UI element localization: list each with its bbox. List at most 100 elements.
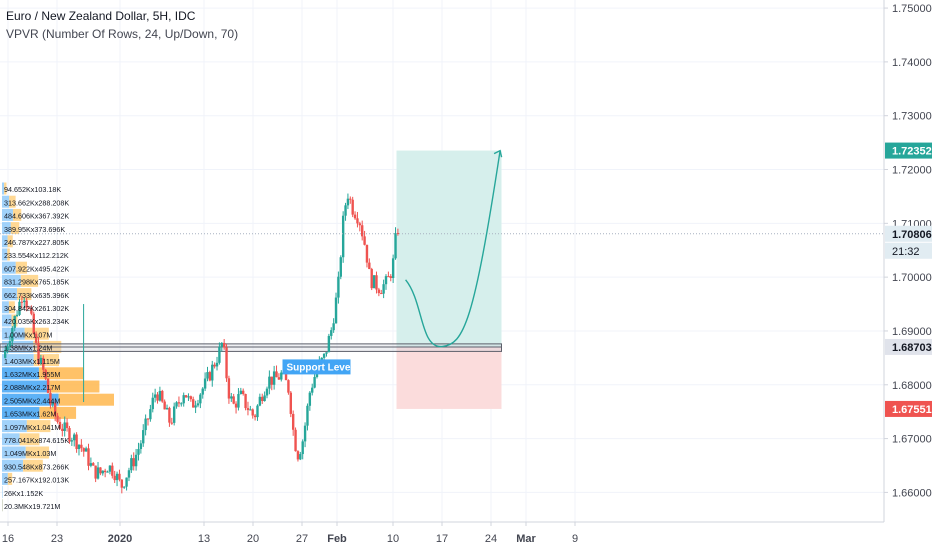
- candle-body: [275, 371, 277, 377]
- candle-body: [121, 480, 123, 488]
- candle-body: [211, 365, 213, 381]
- candle-body: [197, 403, 199, 405]
- candle-body: [347, 199, 349, 206]
- candle-body: [99, 467, 101, 473]
- candle-body: [21, 302, 23, 303]
- time-tick-label: Mar: [516, 533, 536, 545]
- candle-body: [325, 352, 327, 354]
- candle-body: [83, 448, 85, 451]
- price-label-last: 1.70806: [892, 229, 932, 241]
- support-level-label-group: Support Level: [283, 359, 354, 374]
- candle-body: [61, 429, 63, 431]
- candle-body: [180, 403, 182, 404]
- candle-body: [375, 275, 377, 289]
- candle-body: [280, 373, 282, 380]
- support-level-box[interactable]: [0, 344, 502, 352]
- volume-profile-label: 1.403MKx1.115M: [4, 357, 60, 366]
- time-tick-label: 24: [485, 533, 497, 545]
- candle-body: [140, 443, 142, 449]
- candle-body: [113, 476, 115, 480]
- candle-body: [302, 441, 304, 454]
- price-tick-label: 1.68000: [892, 380, 932, 392]
- price-label-countdown: 21:32: [892, 246, 920, 258]
- price-tick-label: 1.69000: [892, 326, 932, 338]
- time-tick-label: 17: [436, 533, 448, 545]
- candle-body: [380, 293, 382, 294]
- candle-body: [259, 397, 261, 406]
- price-label-target: 1.72352: [892, 146, 932, 158]
- volume-profile-label: 233.554Kx112.212K: [4, 251, 69, 260]
- price-tick-label: 1.74000: [892, 57, 932, 69]
- candle-body: [309, 393, 311, 406]
- candle-body: [130, 458, 132, 470]
- candle-body: [178, 402, 180, 403]
- candle-body: [344, 205, 346, 215]
- candle-body: [371, 269, 373, 288]
- time-tick-label: 9: [572, 533, 578, 545]
- candle-body: [332, 323, 334, 330]
- candle-body: [156, 394, 158, 400]
- candle-body: [394, 233, 396, 258]
- candle-body: [359, 223, 361, 225]
- volume-profile-label: 662.733Kx635.396K: [4, 291, 69, 300]
- candle-body: [361, 225, 363, 236]
- candle-body: [192, 399, 194, 407]
- candle-body: [163, 402, 165, 410]
- candle-body: [242, 391, 244, 394]
- volume-profile-label: 778.041Kx874.615K: [4, 436, 69, 445]
- candle-body: [133, 458, 135, 466]
- candle-body: [123, 487, 125, 488]
- candle-body: [125, 478, 127, 487]
- candle-body: [66, 422, 68, 428]
- time-tick-label: 2020: [108, 533, 132, 545]
- candle-body: [335, 298, 337, 324]
- volume-profile-label: 607.922Kx495.422K: [4, 264, 69, 273]
- candle-body: [159, 391, 161, 401]
- candle-body: [225, 348, 227, 379]
- candle-body: [342, 216, 344, 258]
- volume-profile-label: 831.298Kx765.185K: [4, 278, 69, 287]
- volume-profile-label: 2.088MKx2.217M: [4, 383, 60, 392]
- volume-profile-label: 389.95Kx373.696K: [4, 225, 65, 234]
- price-axis[interactable]: 1.750001.740001.730001.720001.710001.700…: [884, 0, 932, 522]
- candle-body: [297, 451, 299, 459]
- support-level-rect: [0, 344, 502, 352]
- volume-profile-label: 20.3MKx19.721M: [4, 502, 60, 511]
- time-tick-label: 20: [247, 533, 259, 545]
- candle-body: [221, 343, 223, 347]
- candle-body: [111, 466, 113, 476]
- candle-body: [351, 200, 353, 215]
- candle-body: [230, 396, 232, 398]
- candle-body: [397, 233, 399, 234]
- candle-body: [135, 455, 137, 466]
- price-label-support: 1.68703: [892, 342, 932, 354]
- symbol-title[interactable]: Euro / New Zealand Dollar, 5H, IDC: [6, 7, 238, 25]
- position-zones[interactable]: [397, 151, 502, 409]
- price-tick-label: 1.75000: [892, 3, 932, 15]
- candle-body: [218, 347, 220, 363]
- candle-body: [249, 409, 251, 410]
- candle-body: [306, 406, 308, 426]
- candle-body: [299, 454, 301, 459]
- candle-body: [90, 463, 92, 466]
- stop-zone: [397, 347, 502, 409]
- candle-body: [147, 419, 149, 420]
- candle-body: [149, 409, 151, 419]
- candle-body: [235, 404, 237, 408]
- indicator-title[interactable]: VPVR (Number Of Rows, 24, Up/Down, 70): [6, 25, 238, 43]
- candle-body: [392, 258, 394, 278]
- candle-body: [116, 474, 118, 480]
- candle-body: [71, 440, 73, 441]
- candle-body: [128, 470, 130, 477]
- candle-body: [206, 372, 208, 378]
- candle-body: [56, 416, 58, 422]
- candle-body: [266, 389, 268, 396]
- price-tick-label: 1.70000: [892, 272, 932, 284]
- time-tick-label: 13: [198, 533, 210, 545]
- candle-body: [323, 354, 325, 358]
- candle-body: [354, 215, 356, 219]
- price-tick-label: 1.66000: [892, 487, 932, 499]
